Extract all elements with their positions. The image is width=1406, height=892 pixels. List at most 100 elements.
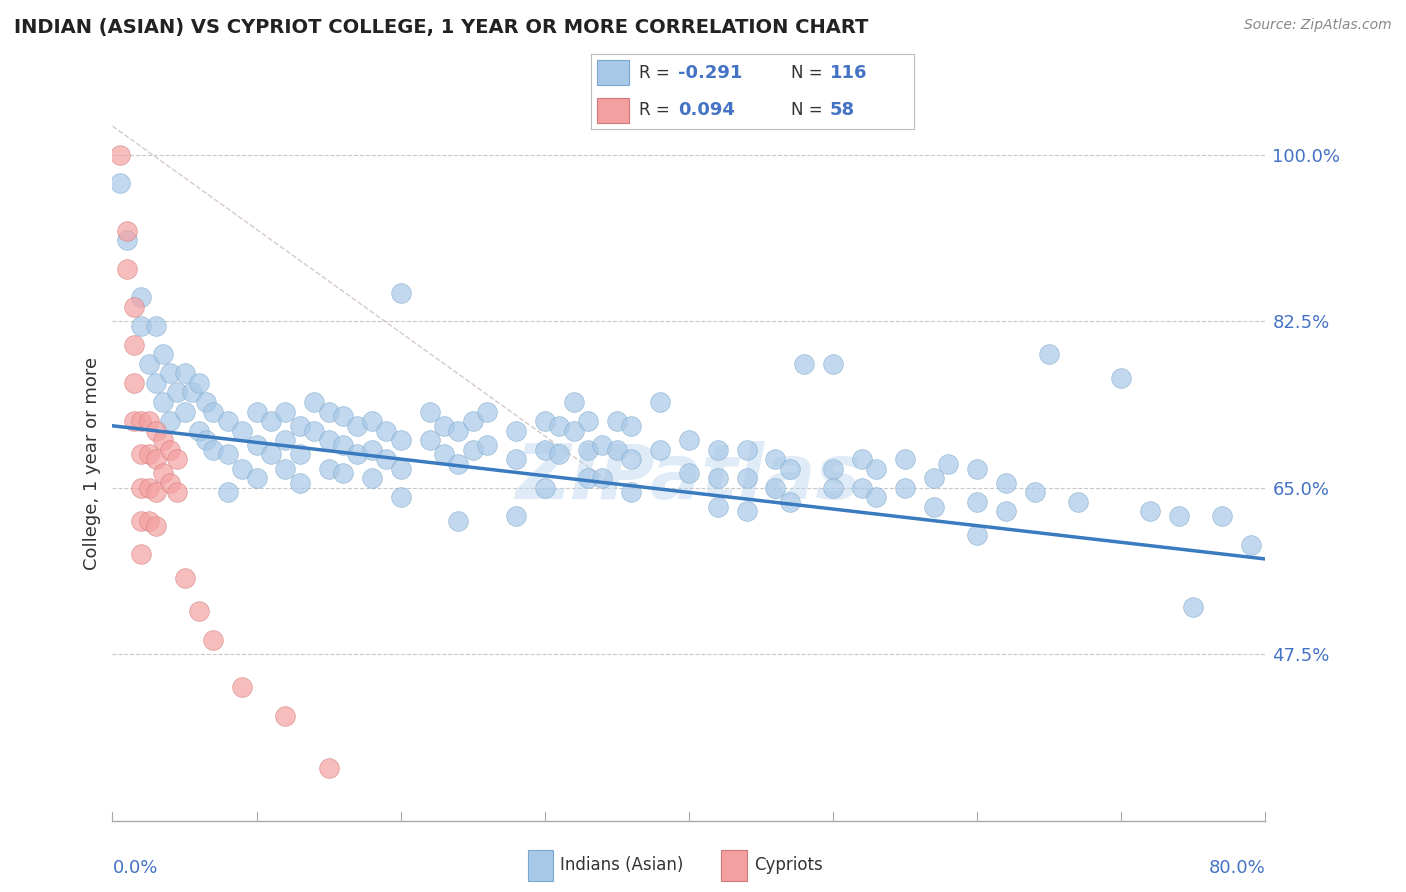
Point: [1182, 599, 1205, 614]
Text: N =: N =: [792, 101, 828, 119]
Point: [966, 528, 988, 542]
Point: [159, 367, 181, 381]
Point: [375, 424, 398, 438]
Y-axis label: College, 1 year or more: College, 1 year or more: [83, 358, 101, 570]
Point: [375, 452, 398, 467]
Point: [188, 424, 211, 438]
Point: [505, 452, 527, 467]
Point: [606, 442, 628, 457]
Point: [447, 424, 470, 438]
Point: [138, 357, 160, 371]
Point: [260, 414, 283, 428]
Point: [592, 438, 614, 452]
Point: [620, 485, 643, 500]
Point: [159, 414, 181, 428]
Point: [779, 495, 801, 509]
Text: 80.0%: 80.0%: [1209, 859, 1265, 877]
Point: [851, 481, 873, 495]
Point: [231, 681, 253, 695]
Point: [145, 318, 167, 333]
Point: [533, 414, 555, 428]
Point: [648, 442, 672, 457]
Point: [706, 442, 728, 457]
Point: [576, 414, 599, 428]
Text: -0.291: -0.291: [678, 64, 742, 82]
Text: INDIAN (ASIAN) VS CYPRIOT COLLEGE, 1 YEAR OR MORE CORRELATION CHART: INDIAN (ASIAN) VS CYPRIOT COLLEGE, 1 YEA…: [14, 18, 869, 37]
Point: [966, 461, 988, 475]
Point: [260, 447, 283, 461]
Point: [821, 357, 844, 371]
Point: [793, 357, 815, 371]
Point: [360, 471, 382, 485]
Point: [433, 447, 456, 461]
Point: [995, 504, 1018, 518]
Point: [678, 467, 700, 481]
Point: [115, 233, 138, 247]
Point: [180, 385, 202, 400]
Point: [505, 509, 527, 524]
Point: [152, 347, 174, 361]
Point: [138, 481, 160, 495]
Point: [231, 461, 253, 475]
Point: [138, 514, 160, 528]
Point: [389, 285, 412, 300]
Point: [894, 481, 917, 495]
Point: [821, 481, 844, 495]
Point: [548, 447, 571, 461]
Point: [332, 438, 354, 452]
Text: Source: ZipAtlas.com: Source: ZipAtlas.com: [1244, 18, 1392, 32]
Point: [548, 418, 571, 433]
Point: [936, 457, 959, 471]
Text: 116: 116: [830, 64, 868, 82]
Point: [274, 709, 297, 723]
Point: [1211, 509, 1233, 524]
Point: [1067, 495, 1090, 509]
Point: [1038, 347, 1060, 361]
Point: [173, 404, 195, 418]
Point: [245, 471, 267, 485]
Point: [129, 414, 153, 428]
Point: [360, 442, 382, 457]
Point: [108, 176, 131, 190]
Point: [202, 442, 225, 457]
Point: [304, 395, 326, 409]
Text: R =: R =: [638, 101, 675, 119]
Point: [332, 467, 354, 481]
Point: [166, 485, 188, 500]
Point: [447, 514, 470, 528]
Point: [195, 395, 218, 409]
Bar: [527, 849, 553, 881]
Point: [865, 461, 887, 475]
Point: [576, 471, 599, 485]
Point: [706, 471, 728, 485]
Point: [288, 447, 311, 461]
Point: [576, 442, 599, 457]
Text: ZIPatlas: ZIPatlas: [516, 442, 862, 515]
Point: [217, 414, 239, 428]
Point: [461, 442, 484, 457]
Point: [152, 467, 174, 481]
Point: [346, 447, 368, 461]
Point: [1139, 504, 1161, 518]
Point: [389, 433, 412, 447]
Point: [159, 442, 181, 457]
Point: [217, 485, 239, 500]
Point: [217, 447, 239, 461]
Point: [129, 447, 153, 461]
Point: [318, 461, 340, 475]
Point: [231, 424, 253, 438]
Point: [1111, 371, 1133, 385]
Point: [115, 224, 138, 238]
Point: [159, 475, 181, 490]
Point: [145, 376, 167, 390]
Point: [922, 471, 945, 485]
Point: [461, 414, 484, 428]
Point: [851, 452, 873, 467]
Point: [166, 385, 188, 400]
Point: [562, 424, 585, 438]
Point: [122, 376, 145, 390]
Point: [129, 481, 153, 495]
Text: 0.0%: 0.0%: [112, 859, 157, 877]
Text: N =: N =: [792, 64, 828, 82]
Point: [332, 409, 354, 424]
